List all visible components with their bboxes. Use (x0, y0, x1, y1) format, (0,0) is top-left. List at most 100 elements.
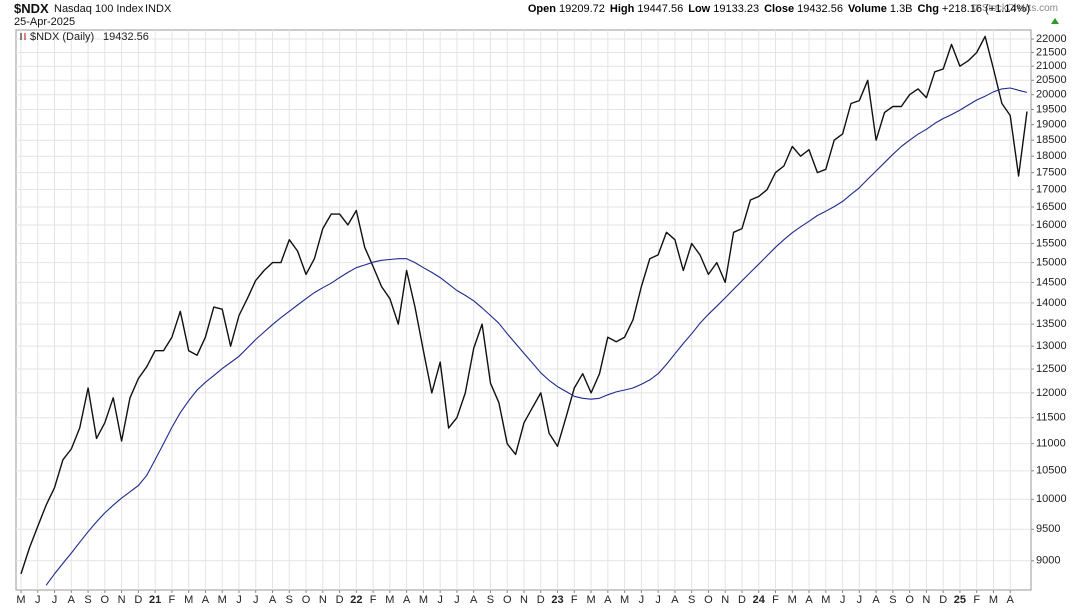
x-tick-label: J (437, 594, 443, 606)
y-tick-label: 12500 (1036, 363, 1067, 375)
y-tick-label: 14000 (1036, 297, 1067, 309)
x-tick-label: A (1007, 594, 1015, 606)
y-tick-label: 18500 (1036, 134, 1067, 146)
stat-value: 19447.56 (637, 3, 684, 15)
x-tick-label: O (503, 594, 512, 606)
stat: Close 19432.56 (764, 3, 843, 15)
y-tick-label: 19000 (1036, 119, 1067, 131)
y-tick-label: 10000 (1036, 493, 1067, 505)
y-tick-label: 12000 (1036, 387, 1067, 399)
y-tick-label: 14500 (1036, 276, 1067, 288)
index-name: Nasdaq 100 Index (54, 3, 144, 15)
x-tick-label: J (35, 594, 41, 606)
x-tick-label: J (639, 594, 645, 606)
x-tick-label: J (840, 594, 846, 606)
stat-value: 19133.23 (713, 3, 760, 15)
x-tick-label: F (169, 594, 176, 606)
x-tick-label: 22 (350, 594, 362, 606)
x-tick-label: M (788, 594, 797, 606)
stat-value: 19432.56 (797, 3, 843, 15)
x-tick-label: A (403, 594, 411, 606)
y-tick-label: 21500 (1036, 46, 1067, 58)
stat-label: Volume (847, 3, 887, 15)
x-tick-label: S (889, 594, 896, 606)
y-tick-label: 20500 (1036, 74, 1067, 86)
stat: Open 19209.72 (528, 3, 605, 15)
x-tick-label: D (939, 594, 947, 606)
y-tick-label: 21000 (1036, 60, 1067, 72)
stat-value: 1.3B (889, 3, 913, 15)
stat-label: Close (764, 3, 795, 15)
x-tick-label: N (922, 594, 930, 606)
x-tick-label: M (586, 594, 595, 606)
y-tick-label: 16000 (1036, 219, 1067, 231)
x-tick-label: A (872, 594, 880, 606)
y-tick-label: 17500 (1036, 167, 1067, 179)
x-tick-label: O (905, 594, 914, 606)
y-tick-label: 16500 (1036, 201, 1067, 213)
moving-average-line (45, 87, 1028, 586)
x-tick-label: S (84, 594, 91, 606)
stat-label: Low (688, 3, 711, 15)
copyright: © StockCharts.com (971, 3, 1058, 14)
x-tick-label: M (184, 594, 193, 606)
x-tick-label: S (688, 594, 695, 606)
y-tick-label: 15500 (1036, 237, 1067, 249)
exchange: INDX (145, 3, 172, 15)
x-tick-label: M (16, 594, 25, 606)
y-tick-label: 19500 (1036, 103, 1067, 115)
x-tick-label: A (269, 594, 277, 606)
y-tick-label: 13000 (1036, 340, 1067, 352)
x-tick-label: M (419, 594, 428, 606)
y-tick-label: 20000 (1036, 89, 1067, 101)
x-tick-label: J (454, 594, 460, 606)
up-indicator (1051, 18, 1059, 24)
price-line (20, 35, 1028, 575)
stat-label: Open (527, 3, 556, 15)
date: 25-Apr-2025 (14, 16, 76, 28)
x-tick-label: A (604, 594, 612, 606)
y-tick-label: 11500 (1036, 412, 1066, 424)
stat-value: 19209.72 (558, 3, 605, 15)
stat: Chg +218.16 (+1.14%) (918, 3, 1030, 15)
stat: Low 19133.23 (688, 3, 759, 15)
x-tick-label: M (385, 594, 394, 606)
y-tick-label: 11000 (1036, 438, 1066, 450)
x-tick-label: D (537, 594, 545, 606)
x-tick-label: O (704, 594, 713, 606)
y-tick-label: 10500 (1036, 465, 1067, 477)
y-tick-label: 17000 (1036, 183, 1067, 195)
x-tick-label: N (319, 594, 327, 606)
y-tick-label: 18000 (1036, 150, 1067, 162)
x-tick-label: J (236, 594, 242, 606)
x-tick-label: F (772, 594, 779, 606)
x-tick-label: S (286, 594, 293, 606)
x-tick-label: 23 (551, 594, 563, 606)
x-tick-label: 24 (753, 594, 766, 606)
stat: High 19447.56 (610, 3, 683, 15)
y-tick-label: 15000 (1036, 257, 1067, 269)
x-tick-label: M (989, 594, 998, 606)
x-tick-label: A (805, 594, 813, 606)
x-tick-label: F (973, 594, 980, 606)
x-tick-label: F (571, 594, 578, 606)
x-tick-label: O (302, 594, 311, 606)
x-tick-label: J (857, 594, 863, 606)
legend-value: 19432.56 (103, 31, 149, 43)
legend-icon (20, 33, 26, 40)
y-tick-label: 9000 (1036, 555, 1060, 567)
stat-value: +218.16 (+1.14%) (941, 3, 1030, 15)
x-tick-label: A (68, 594, 76, 606)
y-tick-label: 22000 (1036, 33, 1067, 45)
x-tick-label: N (520, 594, 528, 606)
x-tick-label: J (655, 594, 661, 606)
x-tick-label: N (721, 594, 729, 606)
x-tick-label: F (370, 594, 377, 606)
stat-label: Chg (917, 3, 939, 15)
x-tick-label: J (253, 594, 259, 606)
symbol: $NDX (14, 1, 49, 16)
x-tick-label: 21 (149, 594, 161, 606)
x-tick-label: M (620, 594, 629, 606)
x-tick-label: M (821, 594, 830, 606)
